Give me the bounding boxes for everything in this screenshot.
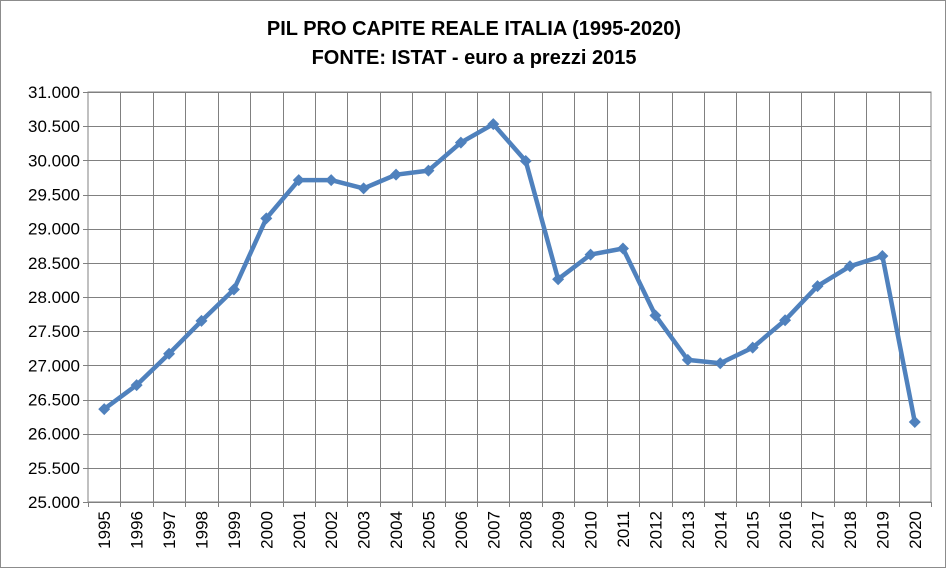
- data-point-marker: [552, 273, 565, 286]
- chart-title: PIL PRO CAPITE REALE ITALIA (1995-2020): [267, 18, 681, 40]
- data-point-marker: [779, 314, 792, 327]
- data-point-marker: [487, 118, 500, 131]
- x-tick-label: 2006: [452, 511, 471, 549]
- data-point-marker: [357, 182, 370, 195]
- data-point-marker: [98, 403, 111, 416]
- y-tick-label: 25.500: [28, 459, 80, 478]
- data-point-marker: [908, 416, 921, 429]
- y-tick-label: 28.000: [28, 288, 80, 307]
- y-tick-label: 29.500: [28, 186, 80, 205]
- data-point-marker: [325, 174, 338, 187]
- x-tick-label: 2010: [582, 511, 601, 549]
- x-tick-label: 2015: [744, 511, 763, 549]
- series-line: [101, 121, 918, 425]
- data-point-marker: [130, 379, 143, 392]
- x-tick-label: 2007: [484, 511, 503, 549]
- y-axis-tick-labels: 25.000 25.500 26.000 26.500 27.000 27.500 28.0…: [28, 83, 80, 512]
- chart-subtitle: FONTE: ISTAT - euro a prezzi 2015: [312, 47, 637, 69]
- gridlines: [83, 92, 932, 507]
- x-tick-label: 2002: [322, 511, 341, 549]
- x-tick-label: 2003: [355, 511, 374, 549]
- x-tick-label: 2020: [906, 511, 925, 549]
- x-tick-label: 2009: [549, 511, 568, 549]
- data-point-marker: [746, 341, 759, 354]
- data-point-marker: [390, 168, 403, 181]
- x-tick-label: 2012: [646, 511, 665, 549]
- y-tick-label: 31.000: [28, 83, 80, 102]
- x-tick-label: 2000: [257, 511, 276, 549]
- y-tick-label: 29.000: [28, 220, 80, 239]
- y-tick-label: 26.500: [28, 391, 80, 410]
- data-point-marker: [584, 248, 597, 261]
- x-tick-label: 2013: [679, 511, 698, 549]
- data-point-marker: [195, 314, 208, 327]
- x-tick-label: 2019: [873, 511, 892, 549]
- x-tick-label: 1996: [128, 511, 147, 549]
- data-point-marker: [811, 280, 824, 293]
- x-axis-tick-labels: 1995 1996 1997 1998 1999 2000 2001 2002 2003 2004…: [95, 511, 925, 549]
- data-point-marker: [260, 212, 273, 225]
- x-tick-label: 1998: [192, 511, 211, 549]
- y-tick-label: 26.000: [28, 425, 80, 444]
- x-tick-label: 2004: [387, 511, 406, 549]
- data-point-marker: [714, 357, 727, 370]
- x-tick-label: 1999: [225, 511, 244, 549]
- y-tick-label: 30.500: [28, 117, 80, 136]
- data-point-marker: [454, 136, 467, 149]
- data-point-marker: [616, 242, 629, 255]
- data-point-marker: [843, 260, 856, 273]
- data-point-marker: [876, 250, 889, 262]
- x-tick-label: 2018: [841, 511, 860, 549]
- data-point-marker: [681, 353, 694, 366]
- series-line-path: [101, 121, 918, 425]
- y-tick-label: 27.000: [28, 356, 80, 375]
- x-tick-label: 1997: [160, 511, 179, 549]
- y-tick-label: 25.000: [28, 493, 80, 512]
- data-point-marker: [422, 164, 435, 177]
- y-tick-label: 28.500: [28, 254, 80, 273]
- data-point-marker: [292, 174, 305, 187]
- x-tick-label: 2016: [776, 511, 795, 549]
- x-tick-label: 2011: [614, 511, 633, 548]
- series-points: [98, 118, 921, 429]
- x-tick-label: 2008: [517, 511, 536, 549]
- data-point-marker: [163, 347, 176, 360]
- x-tick-label: 2001: [290, 511, 309, 549]
- x-tick-label: 2005: [419, 511, 438, 549]
- y-tick-label: 30.000: [28, 151, 80, 170]
- x-tick-label: 2017: [809, 511, 828, 549]
- data-point-marker: [227, 283, 240, 296]
- x-tick-label: 2014: [711, 511, 730, 549]
- data-point-marker: [519, 155, 532, 168]
- x-tick-label: 1995: [95, 511, 114, 549]
- data-point-marker: [649, 309, 662, 322]
- y-tick-label: 27.500: [28, 322, 80, 341]
